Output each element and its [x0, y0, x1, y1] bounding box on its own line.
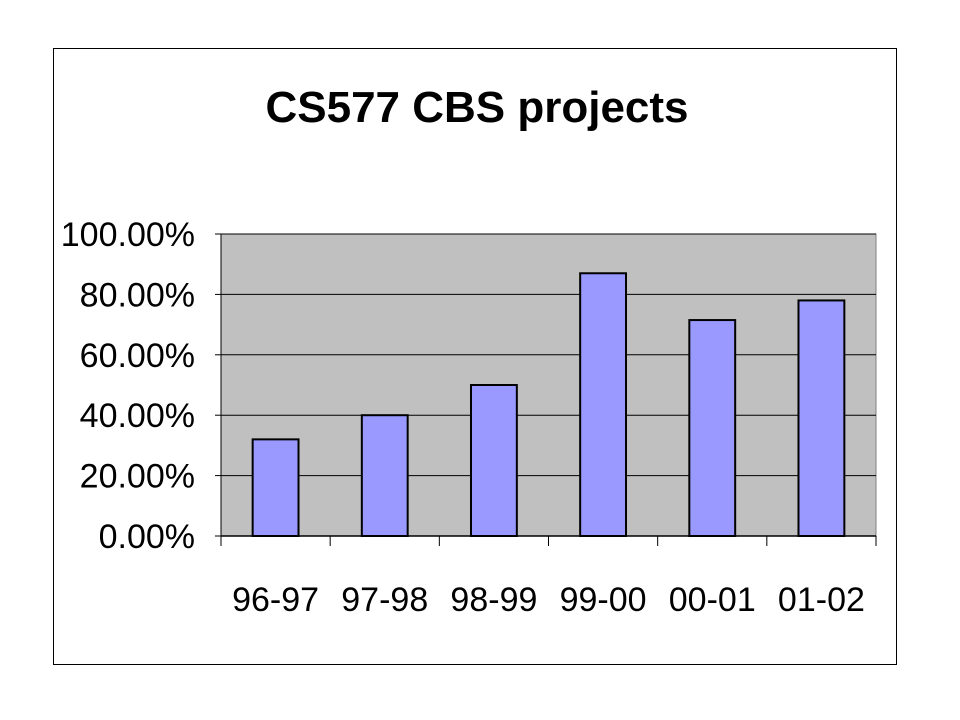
y-tick-label: 60.00% [80, 337, 195, 375]
x-tick-label: 96-97 [232, 581, 319, 619]
plot-background [220, 233, 877, 537]
y-tick-label: 20.00% [80, 458, 195, 496]
plot-area: 0.00% 20.00% 40.00% 60.00% 80.00% 100.00% 96-9… [61, 216, 877, 619]
bar-01-02 [797, 299, 846, 537]
x-tick-label: 98-99 [450, 581, 537, 619]
y-tick-label: 40.00% [80, 397, 195, 435]
bar-96-97 [251, 438, 300, 537]
bar-97-98 [360, 414, 409, 538]
bar-99-00 [579, 272, 628, 537]
x-tick-label: 97-98 [341, 581, 428, 619]
y-tick-label: 100.00% [61, 216, 195, 254]
y-tick-label: 0.00% [99, 518, 195, 556]
chart-title: CS577 CBS projects [265, 83, 688, 132]
x-tick-label: 99-00 [560, 581, 647, 619]
x-tick-label: 01-02 [778, 581, 865, 619]
x-tick-label: 00-01 [669, 581, 756, 619]
bar-00-01 [688, 319, 737, 537]
bar-98-99 [469, 384, 518, 537]
y-tick-label: 80.00% [80, 276, 195, 314]
